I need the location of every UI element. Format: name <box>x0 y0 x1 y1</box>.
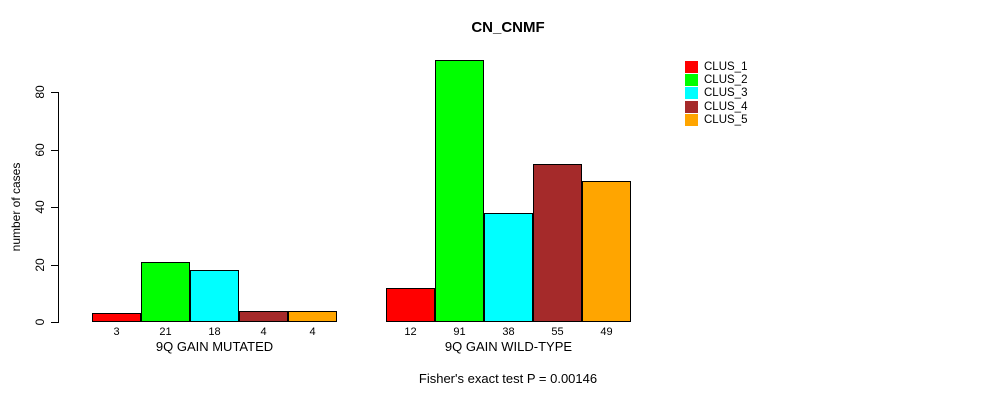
legend-label: CLUS_4 <box>704 100 748 113</box>
bar-value-label: 12 <box>404 326 417 338</box>
bar-value-label: 38 <box>502 326 515 338</box>
legend-item: CLUS_5 <box>685 113 747 126</box>
bar-value-label: 18 <box>208 326 221 338</box>
bar-clus_2 <box>141 261 190 322</box>
legend-swatch-clus_2 <box>685 73 698 86</box>
legend-item: CLUS_2 <box>685 73 747 86</box>
bar-clus_1 <box>386 287 435 322</box>
chart-title: CN_CNMF <box>471 19 545 36</box>
legend-swatch-clus_1 <box>685 60 698 73</box>
bar-value-label: 49 <box>600 326 613 338</box>
legend-swatch-clus_4 <box>685 100 698 113</box>
y-tick-label: 80 <box>33 85 47 99</box>
bar-value-label: 3 <box>113 326 120 338</box>
x-group-label: 9Q GAIN WILD-TYPE <box>444 339 573 354</box>
bar-clus_2 <box>435 60 484 322</box>
legend-label: CLUS_1 <box>704 60 748 73</box>
y-tick <box>51 92 58 93</box>
legend-item: CLUS_3 <box>685 87 747 100</box>
y-tick <box>51 207 58 208</box>
y-tick-label: 40 <box>33 200 47 214</box>
y-tick-label: 0 <box>33 318 47 326</box>
bar-clus_1 <box>92 313 141 322</box>
bar-value-label: 4 <box>260 326 267 338</box>
bar-value-label: 4 <box>309 326 316 338</box>
legend-label: CLUS_2 <box>704 73 748 86</box>
bar-value-label: 55 <box>551 326 564 338</box>
fisher-test-annotation: Fisher's exact test P = 0.00146 <box>418 371 598 386</box>
bar-value-label: 21 <box>159 326 172 338</box>
bar-clus_3 <box>484 212 533 322</box>
bar-value-label: 91 <box>453 326 466 338</box>
legend-label: CLUS_5 <box>704 113 748 126</box>
legend-label: CLUS_3 <box>704 87 748 100</box>
y-tick-label: 20 <box>33 257 47 272</box>
legend-item: CLUS_1 <box>685 60 747 73</box>
legend-swatch-clus_3 <box>685 87 698 100</box>
legend-swatch-clus_5 <box>685 113 698 126</box>
y-axis-label: number of cases <box>9 162 23 252</box>
y-tick-label: 60 <box>33 142 47 157</box>
x-group-label: 9Q GAIN MUTATED <box>155 339 274 354</box>
y-tick <box>51 264 58 266</box>
legend: CLUS_1 CLUS_2 CLUS_3 CLUS_4 CLUS_5 <box>685 60 747 126</box>
bar-clus_5 <box>582 181 631 322</box>
y-tick <box>51 322 58 323</box>
legend-item: CLUS_4 <box>685 100 747 113</box>
bar-clus_3 <box>190 270 239 322</box>
bar-clus_4 <box>239 310 288 322</box>
y-axis-line <box>58 92 59 323</box>
bar-clus_4 <box>533 163 582 322</box>
bar-clus_5 <box>288 310 337 322</box>
y-tick <box>51 149 58 151</box>
